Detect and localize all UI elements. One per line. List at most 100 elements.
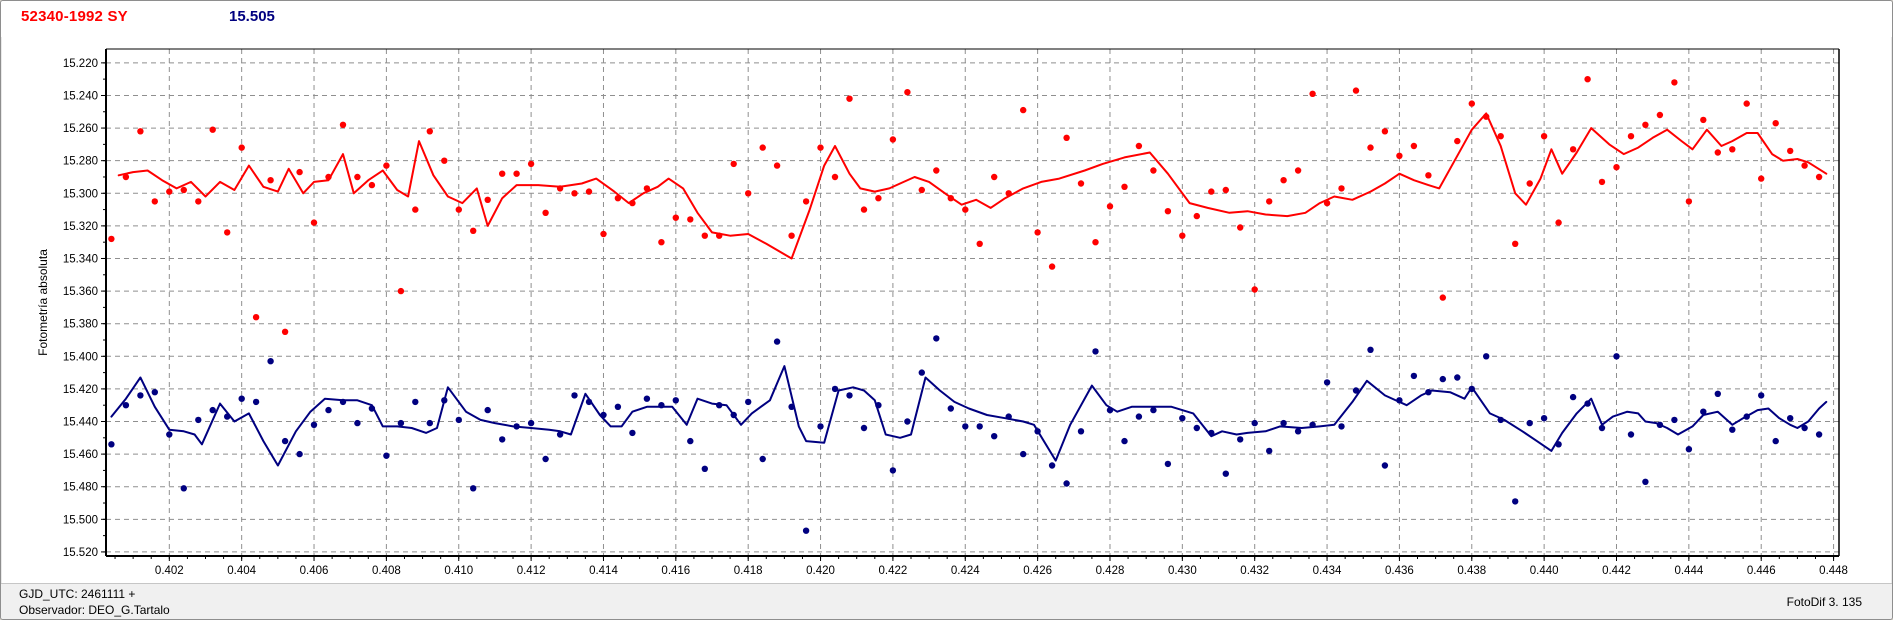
svg-text:0.420: 0.420 <box>806 565 835 577</box>
data-point <box>933 335 940 342</box>
data-point <box>1135 413 1143 420</box>
data-point <box>831 385 839 393</box>
light-curve-plot[interactable]: 0.402 0.404 0.406 0.408 0.410 0.412 0.414 0.416… <box>1 1 1893 583</box>
data-point <box>745 398 752 406</box>
data-point <box>1266 447 1273 455</box>
data-point <box>773 338 781 345</box>
svg-text:15.240: 15.240 <box>63 90 98 102</box>
svg-text:15.400: 15.400 <box>63 351 98 363</box>
data-point <box>1772 437 1779 445</box>
data-point <box>252 398 260 406</box>
data-point <box>933 167 940 174</box>
data-point <box>1294 167 1302 174</box>
svg-text:15.520: 15.520 <box>63 547 98 559</box>
data-point <box>1164 208 1172 215</box>
data-point <box>1338 423 1345 430</box>
data-point <box>1598 424 1606 432</box>
data-point <box>571 190 578 197</box>
data-point <box>180 186 187 194</box>
data-point <box>701 232 708 239</box>
data-point <box>325 406 332 414</box>
chart-header: 52340-1992 SY 15.505 <box>1 1 1892 37</box>
data-point <box>1512 240 1519 247</box>
data-point <box>643 395 651 402</box>
data-point <box>122 402 130 409</box>
data-point <box>1193 424 1201 432</box>
data-point <box>209 406 216 414</box>
data-point <box>759 455 766 463</box>
data-point <box>1815 173 1823 181</box>
data-point <box>151 198 158 205</box>
data-point <box>412 206 419 213</box>
data-point <box>484 196 491 203</box>
svg-text:15.440: 15.440 <box>63 417 98 429</box>
data-point <box>1106 203 1114 210</box>
data-point <box>1642 478 1649 485</box>
data-point <box>918 186 925 194</box>
data-point <box>614 403 622 410</box>
data-point <box>1685 446 1693 453</box>
data-point <box>499 170 506 177</box>
data-point <box>1352 87 1360 94</box>
data-point <box>195 198 202 205</box>
svg-text:15.480: 15.480 <box>63 482 98 494</box>
data-point <box>1294 428 1302 435</box>
data-point <box>1237 436 1244 443</box>
plot-border <box>105 48 1840 557</box>
data-point <box>585 188 593 195</box>
data-point <box>1034 229 1041 236</box>
data-point <box>383 452 390 459</box>
data-point <box>1743 100 1750 107</box>
data-point <box>238 395 245 402</box>
data-point <box>542 455 549 463</box>
data-point <box>1121 437 1128 445</box>
svg-text:15.380: 15.380 <box>63 319 98 331</box>
data-point <box>1092 239 1099 246</box>
data-point <box>137 128 144 135</box>
data-point <box>947 405 954 412</box>
series-comparison-running-average <box>110 365 1828 467</box>
data-point <box>412 398 419 406</box>
data-point <box>1251 419 1258 427</box>
data-point <box>759 144 766 151</box>
svg-text:15.420: 15.420 <box>63 384 98 396</box>
observer-status: Observador: DEO_G.Tartalo <box>19 603 170 617</box>
data-point <box>1627 133 1635 140</box>
data-point <box>267 358 274 365</box>
data-point <box>542 209 549 216</box>
data-point <box>1352 387 1360 394</box>
data-point <box>224 229 231 236</box>
data-point <box>962 206 969 213</box>
data-point <box>846 95 853 102</box>
data-point <box>1193 212 1201 220</box>
svg-text:15.280: 15.280 <box>63 156 98 168</box>
data-point <box>1656 111 1664 119</box>
svg-text:0.430: 0.430 <box>1168 565 1197 577</box>
data-point <box>600 230 607 238</box>
data-point <box>1410 372 1418 380</box>
data-point <box>1280 177 1287 184</box>
data-point <box>484 406 491 414</box>
photometry-chart[interactable]: 0.402 0.404 0.406 0.408 0.410 0.412 0.414 0.416… <box>1 1 1893 583</box>
data-point <box>1222 470 1230 477</box>
data-point <box>1714 390 1722 397</box>
data-point <box>397 419 405 427</box>
data-point <box>1569 146 1577 153</box>
data-point <box>976 423 983 430</box>
data-point <box>527 160 535 168</box>
data-point <box>1323 379 1331 386</box>
data-point <box>151 389 158 396</box>
svg-text:0.442: 0.442 <box>1602 565 1631 577</box>
data-point <box>991 173 998 181</box>
data-point <box>658 239 665 246</box>
data-point <box>1135 142 1143 150</box>
data-point <box>687 216 694 223</box>
data-point <box>1020 106 1027 114</box>
data-point <box>1338 185 1345 192</box>
data-point <box>1164 460 1172 468</box>
data-point <box>1497 133 1504 140</box>
series-comparison-measurements <box>108 335 1823 534</box>
svg-text:15.320: 15.320 <box>63 221 98 233</box>
data-point <box>976 240 983 247</box>
